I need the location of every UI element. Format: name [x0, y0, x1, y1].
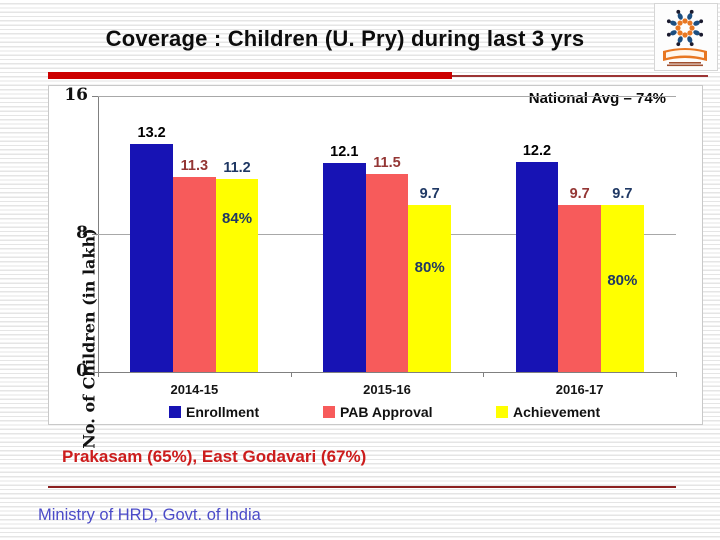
- y-tick-label-8: 8: [76, 223, 88, 243]
- bar-enrollment-2016-17: [515, 161, 559, 372]
- legend-label: Achievement: [513, 404, 601, 420]
- legend-item-pab-approval: PAB Approval: [323, 404, 473, 420]
- data-label: 11.5: [373, 154, 401, 171]
- legend-label: PAB Approval: [340, 404, 433, 420]
- y-axis-line: [98, 96, 99, 377]
- data-label: 9.7: [419, 185, 440, 202]
- ssa-logo-graphic: (function(){ var g=document.getElementBy…: [663, 9, 707, 67]
- national-avg-annotation: National Avg – 74%: [528, 90, 666, 107]
- chart: No. of Children (in lakh) National Avg –…: [48, 85, 703, 449]
- ssa-logo: (function(){ var g=document.getElementBy…: [654, 3, 718, 71]
- data-label: 13.2: [137, 125, 166, 142]
- bar-achievement-2015-16: [408, 204, 452, 372]
- footnote: Prakasam (65%), East Godavari (67%): [62, 447, 367, 466]
- y-tick-16: [92, 96, 98, 97]
- x-axis-line: [98, 372, 676, 373]
- title-divider-line: [452, 75, 708, 77]
- y-tick-label-0: 0: [76, 361, 88, 381]
- data-label: 12.1: [330, 144, 359, 161]
- bar-pab-approval-2014-15: [172, 177, 216, 372]
- data-label: 9.7: [569, 185, 590, 202]
- data-label: 11.3: [180, 158, 209, 175]
- gridline-16: [98, 96, 676, 97]
- legend-item-enrollment: Enrollment: [169, 404, 319, 420]
- bar-pab-approval-2016-17: [558, 204, 601, 372]
- bar-enrollment-2015-16: [322, 163, 366, 372]
- footnote-underline: [48, 486, 676, 488]
- y-axis-title: No. of Children (in lakh): [79, 228, 99, 449]
- legend-swatch: [496, 406, 508, 418]
- category-label-2014-15: 2014-15: [170, 382, 219, 397]
- ministry-footer: Ministry of HRD, Govt. of India: [38, 506, 261, 524]
- bar-enrollment-2014-15: [130, 144, 173, 372]
- y-tick-8: [92, 234, 98, 235]
- legend-swatch: [169, 406, 181, 418]
- title-divider-bar: [48, 72, 452, 79]
- percent-label: 80%: [607, 272, 638, 289]
- category-label-2015-16: 2015-16: [363, 382, 411, 397]
- y-tick-0: [92, 372, 98, 373]
- bar-achievement-2016-17: [601, 204, 644, 372]
- x-tick: [98, 372, 99, 377]
- legend-swatch: [323, 406, 335, 418]
- slide-title: Coverage : Children (U. Pry) during last…: [105, 26, 585, 51]
- percent-label: 84%: [222, 210, 253, 227]
- data-label: 11.2: [223, 159, 251, 176]
- data-label: 12.2: [522, 142, 552, 159]
- percent-label: 80%: [414, 259, 445, 276]
- x-tick: [483, 372, 485, 377]
- legend-item-achievement: Achievement: [496, 404, 646, 420]
- x-tick: [290, 372, 292, 377]
- bar-pab-approval-2015-16: [365, 173, 409, 372]
- x-tick: [676, 372, 677, 377]
- data-label: 9.7: [612, 185, 633, 202]
- bar-achievement-2014-15: [215, 178, 259, 372]
- category-label-2016-17: 2016-17: [555, 382, 604, 397]
- legend-label: Enrollment: [186, 404, 260, 420]
- y-tick-label-16: 16: [64, 85, 88, 105]
